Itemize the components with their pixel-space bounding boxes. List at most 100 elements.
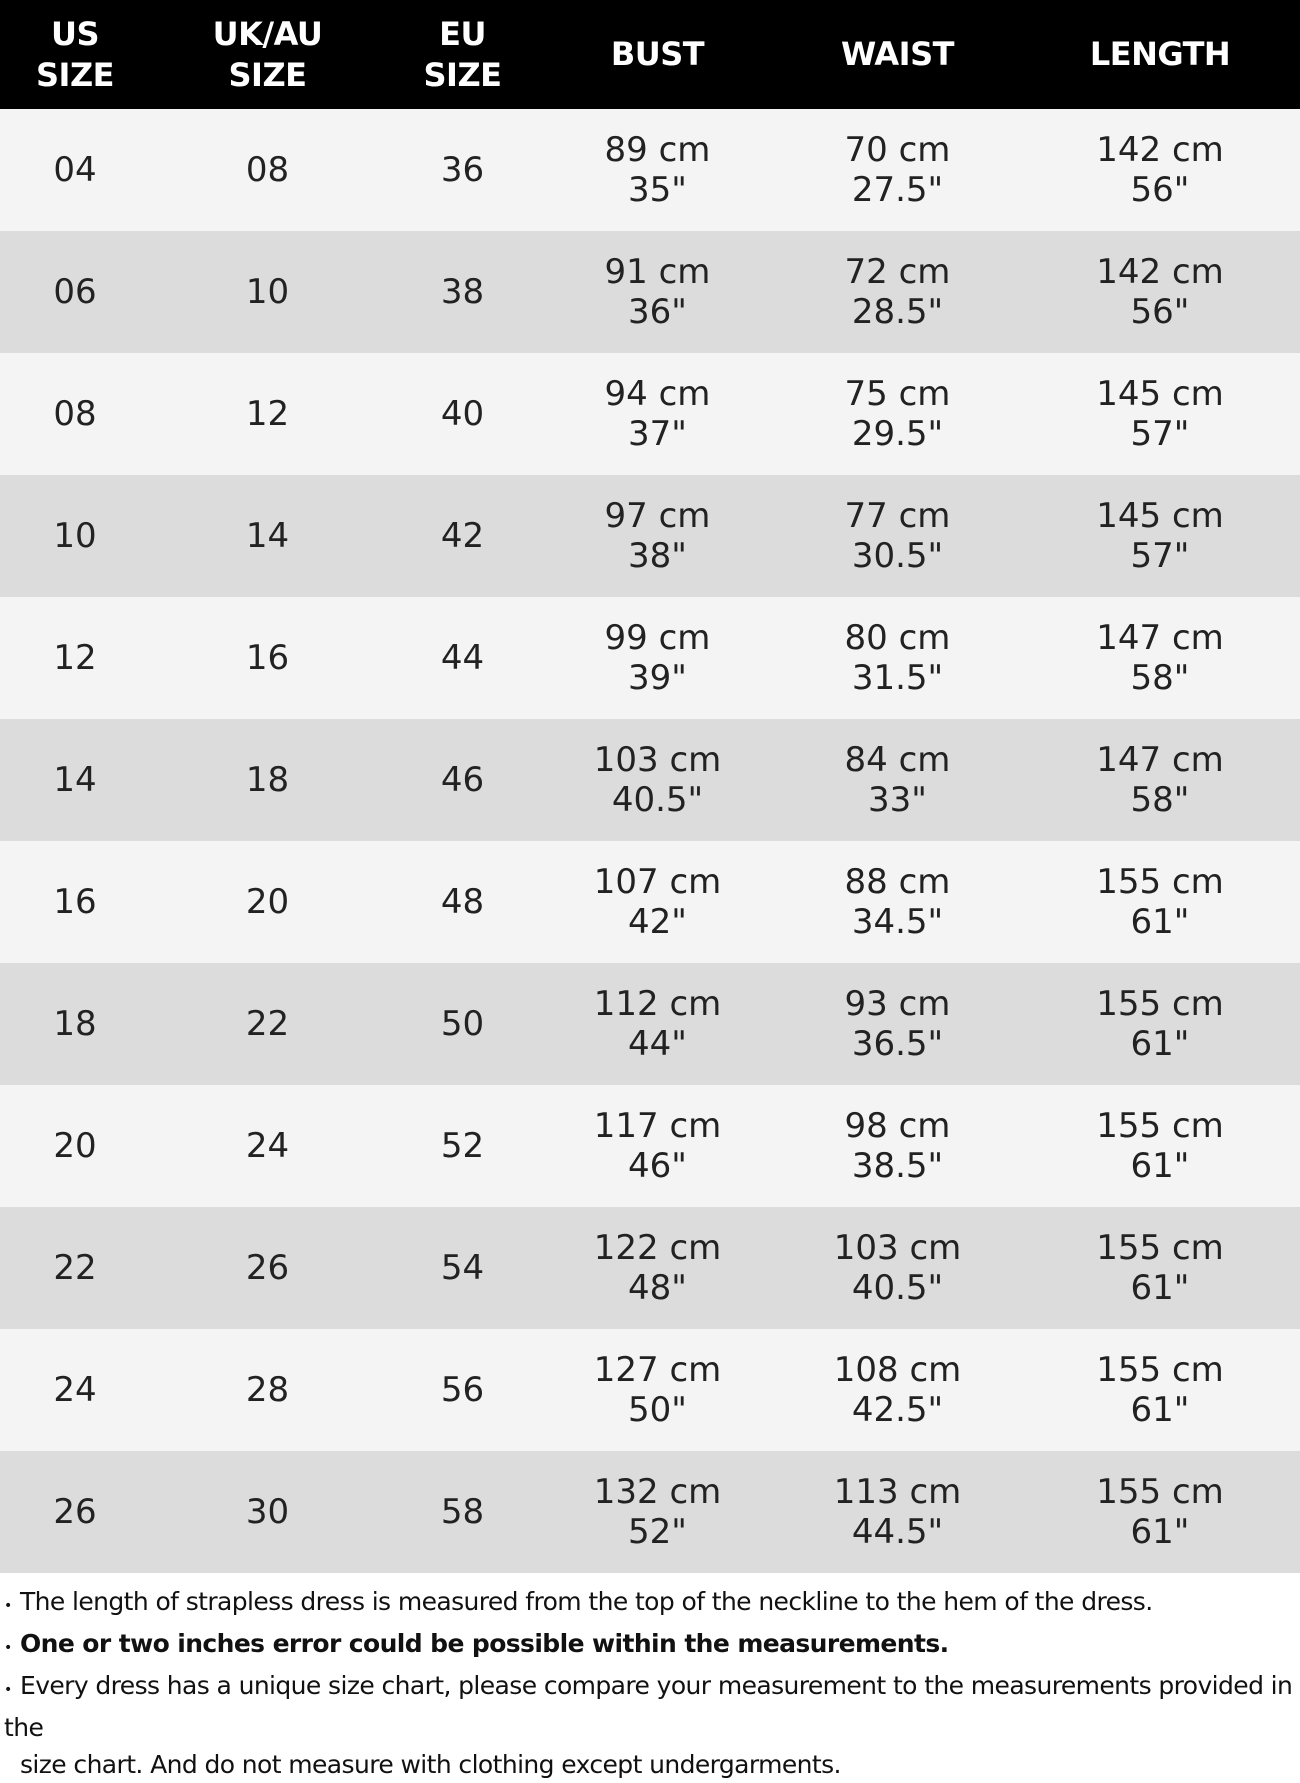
inch-value: 56" [1130, 292, 1190, 332]
cm-value: 112 cm [593, 984, 722, 1024]
table-cell: 132 cm 52" [540, 1472, 775, 1552]
table-cell: 88 cm 34.5" [775, 862, 1020, 942]
inch-value: 28.5" [851, 292, 944, 332]
table-cell: 46 [440, 760, 485, 800]
cm-value: 117 cm [593, 1106, 722, 1146]
cm-value: 88 cm [844, 862, 951, 902]
table-row: 10 14 42 97 cm 38" 77 cm 30.5" 145 cm 57" [0, 475, 1300, 597]
cm-value: 127 cm [593, 1350, 722, 1390]
header-label: UK/AU [212, 14, 323, 53]
inch-value: 61" [1130, 1024, 1190, 1064]
inch-value: 40.5" [851, 1268, 944, 1308]
table-cell: 142 cm 56" [1020, 130, 1300, 210]
table-cell: 80 cm 31.5" [775, 618, 1020, 698]
table-row: 22 26 54 122 cm 48" 103 cm 40.5" 155 cm 61" [0, 1207, 1300, 1329]
inch-value: 46" [628, 1146, 687, 1186]
table-cell: 44 [440, 638, 485, 678]
table-cell: 70 cm 27.5" [775, 130, 1020, 210]
table-cell: 155 cm 61" [1020, 1472, 1300, 1552]
header-label: SIZE [228, 55, 307, 94]
table-cell: 22 [245, 1004, 290, 1044]
cm-value: 94 cm [604, 374, 711, 414]
inch-value: 37" [628, 414, 687, 454]
table-cell: 12 [245, 394, 290, 434]
table-cell: 145 cm 57" [1020, 374, 1300, 454]
table-cell: 108 cm 42.5" [775, 1350, 1020, 1430]
header-label: EU [439, 14, 486, 53]
table-cell: 18 [53, 1004, 97, 1044]
bullet-icon: • [4, 1640, 12, 1656]
table-row: 26 30 58 132 cm 52" 113 cm 44.5" 155 cm 61" [0, 1451, 1300, 1573]
inch-value: 57" [1130, 536, 1190, 576]
table-cell: 72 cm 28.5" [775, 252, 1020, 332]
table-body: 04 08 36 89 cm 35" 70 cm 27.5" 142 cm 56" 06 10 38 9… [0, 109, 1300, 1573]
table-row: 08 12 40 94 cm 37" 75 cm 29.5" 145 cm 57" [0, 353, 1300, 475]
inch-value: 38" [628, 536, 687, 576]
column-header: US SIZE [0, 14, 150, 96]
size-notes: • The length of strapless dress is measur… [0, 1573, 1300, 1783]
table-cell: 24 [245, 1126, 290, 1166]
header-label: BUST [610, 35, 705, 73]
table-cell: 14 [245, 516, 290, 556]
table-cell: 127 cm 50" [540, 1350, 775, 1430]
inch-value: 44" [628, 1024, 687, 1064]
table-cell: 97 cm 38" [540, 496, 775, 576]
header-label: US [50, 14, 100, 53]
table-cell: 155 cm 61" [1020, 1228, 1300, 1308]
cm-value: 113 cm [833, 1472, 962, 1512]
cm-value: 145 cm [1096, 496, 1224, 536]
table-cell: 30 [245, 1492, 290, 1532]
table-cell: 12 [53, 638, 97, 678]
inch-value: 44.5" [851, 1512, 944, 1552]
cm-value: 155 cm [1096, 984, 1224, 1024]
column-header: LENGTH [1020, 34, 1300, 75]
table-cell: 93 cm 36.5" [775, 984, 1020, 1064]
table-cell: 14 [53, 760, 97, 800]
table-cell: 52 [440, 1126, 485, 1166]
cm-value: 72 cm [844, 252, 951, 292]
cm-value: 155 cm [1096, 1228, 1224, 1268]
note-text: Every dress has a unique size chart, ple… [4, 1671, 1293, 1742]
inch-value: 61" [1130, 902, 1190, 942]
table-cell: 38 [440, 272, 485, 312]
table-cell: 26 [53, 1492, 97, 1532]
table-cell: 16 [53, 882, 97, 922]
table-cell: 112 cm 44" [540, 984, 775, 1064]
cm-value: 108 cm [833, 1350, 962, 1390]
inch-value: 48" [628, 1268, 687, 1308]
table-cell: 155 cm 61" [1020, 1350, 1300, 1430]
table-cell: 10 [53, 516, 97, 556]
inch-value: 58" [1130, 780, 1190, 820]
table-cell: 89 cm 35" [540, 130, 775, 210]
table-row: 04 08 36 89 cm 35" 70 cm 27.5" 142 cm 56" [0, 109, 1300, 231]
table-cell: 58 [440, 1492, 485, 1532]
cm-value: 98 cm [844, 1106, 951, 1146]
inch-value: 39" [628, 658, 687, 698]
cm-value: 97 cm [604, 496, 711, 536]
table-cell: 06 [53, 272, 97, 312]
inch-value: 61" [1130, 1146, 1190, 1186]
table-cell: 28 [245, 1370, 290, 1410]
table-cell: 18 [245, 760, 290, 800]
cm-value: 155 cm [1096, 1106, 1224, 1146]
note-text: The length of strapless dress is measure… [20, 1587, 1153, 1616]
cm-value: 142 cm [1096, 130, 1224, 170]
cm-value: 99 cm [604, 618, 711, 658]
cm-value: 122 cm [593, 1228, 722, 1268]
inch-value: 52" [628, 1512, 687, 1552]
cm-value: 147 cm [1096, 740, 1224, 780]
header-label: SIZE [423, 55, 502, 94]
inch-value: 27.5" [851, 170, 944, 210]
table-cell: 20 [245, 882, 290, 922]
table-cell: 84 cm 33" [775, 740, 1020, 820]
cm-value: 77 cm [844, 496, 951, 536]
header-label: LENGTH [1089, 35, 1231, 73]
cm-value: 84 cm [844, 740, 951, 780]
table-cell: 40 [440, 394, 485, 434]
cm-value: 155 cm [1096, 1350, 1224, 1390]
note-continuation: size chart. And do not measure with clot… [20, 1750, 841, 1779]
table-row: 18 22 50 112 cm 44" 93 cm 36.5" 155 cm 61" [0, 963, 1300, 1085]
inch-value: 36.5" [851, 1024, 944, 1064]
table-cell: 54 [440, 1248, 485, 1288]
table-cell: 75 cm 29.5" [775, 374, 1020, 454]
